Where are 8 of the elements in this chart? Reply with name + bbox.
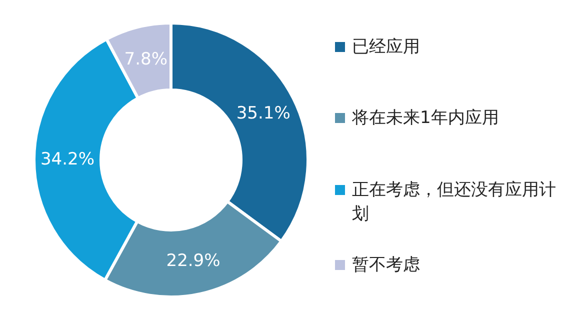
data-label: 34.2%	[40, 149, 95, 170]
legend-label: 将在未来1年内应用	[351, 108, 499, 128]
data-label: 22.9%	[166, 251, 220, 272]
data-label: 7.8%	[124, 50, 168, 70]
legend-label: 正在考虑，但还没有应用计划	[352, 180, 556, 224]
data-label: 35.1%	[236, 103, 290, 124]
legend-label: 暂不考虑	[352, 255, 420, 275]
legend-label: 已经应用	[352, 37, 420, 57]
